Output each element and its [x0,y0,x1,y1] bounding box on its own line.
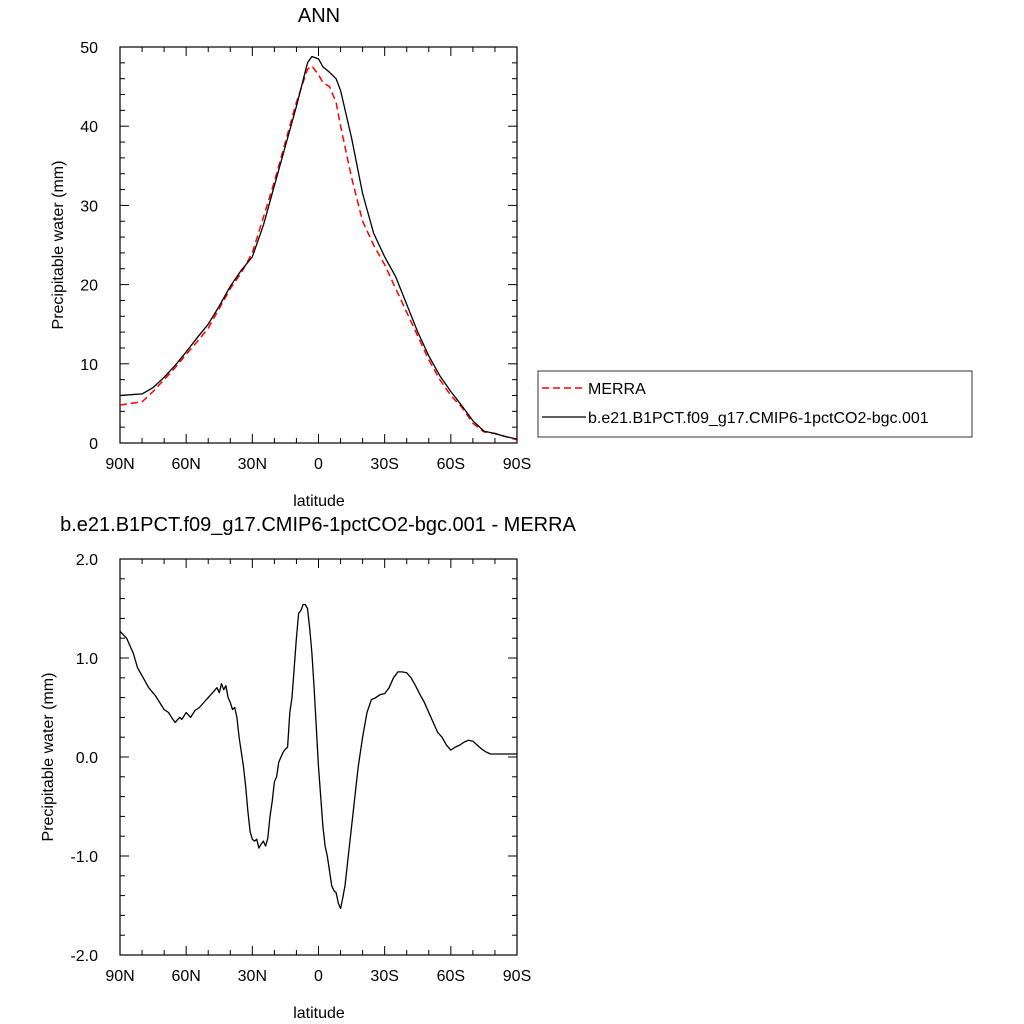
y-tick-label: 2.0 [76,552,98,569]
x-tick-label: 90N [105,456,134,473]
chart-panel-annual-mean: ANN 90N 60N 30N 0 30S 60S 90S 0 10 20 30 40 50 latit… [50,5,531,510]
chart-title: ANN [298,5,340,27]
y-tick-label: 20 [80,278,98,295]
series-lines [119,55,518,441]
x-tick-label: 60S [437,968,465,985]
series-line [119,55,518,440]
y-tick-label: -1.0 [70,849,98,866]
axis-ticks: 90N 60N 30N 0 30S 60S 90S 0 10 20 30 40 50 [80,40,531,473]
x-tick-label: 30N [238,968,267,985]
plot-frame [119,46,518,444]
chart-panel-difference: b.e21.B1PCT.f09_g17.CMIP6-1pctCO2-bgc.00… [40,514,577,1022]
chart-title: b.e21.B1PCT.f09_g17.CMIP6-1pctCO2-bgc.00… [60,514,576,536]
x-tick-label: 90S [503,968,531,985]
series-lines [119,603,517,910]
y-tick-label: 30 [80,198,98,215]
series-line [119,603,517,910]
y-tick-label: 50 [80,40,98,57]
y-tick-label: 0 [89,436,98,453]
x-tick-label: 30S [370,968,398,985]
x-tick-label: 60S [437,456,465,473]
y-tick-label: -2.0 [70,948,98,965]
series-line [119,65,518,441]
x-tick-label: 60N [171,456,200,473]
y-axis-label: Precipitable water (mm) [50,161,67,330]
x-tick-label: 30N [238,456,267,473]
x-tick-label: 0 [314,456,323,473]
y-tick-label: 10 [80,357,98,374]
x-tick-label: 60N [171,968,200,985]
x-tick-label: 0 [314,968,323,985]
legend-frame [537,370,973,438]
axis-ticks: 90N 60N 30N 0 30S 60S 90S -2.0 -1.0 0.0 1.0 2.0 [70,552,531,985]
x-axis-label: latitude [293,493,345,510]
x-tick-label: 90S [503,456,531,473]
legend-label-merra: MERRA [588,381,646,398]
y-tick-label: 40 [80,119,98,136]
x-tick-label: 90N [105,968,134,985]
y-tick-label: 0.0 [76,750,98,767]
y-axis-label: Precipitable water (mm) [40,673,57,842]
y-tick-label: 1.0 [76,651,98,668]
x-axis-label: latitude [293,1005,345,1022]
x-tick-label: 30S [370,456,398,473]
legend-label-model: b.e21.B1PCT.f09_g17.CMIP6-1pctCO2-bgc.00… [588,410,929,427]
legend: MERRA b.e21.B1PCT.f09_g17.CMIP6-1pctCO2-… [537,370,973,438]
